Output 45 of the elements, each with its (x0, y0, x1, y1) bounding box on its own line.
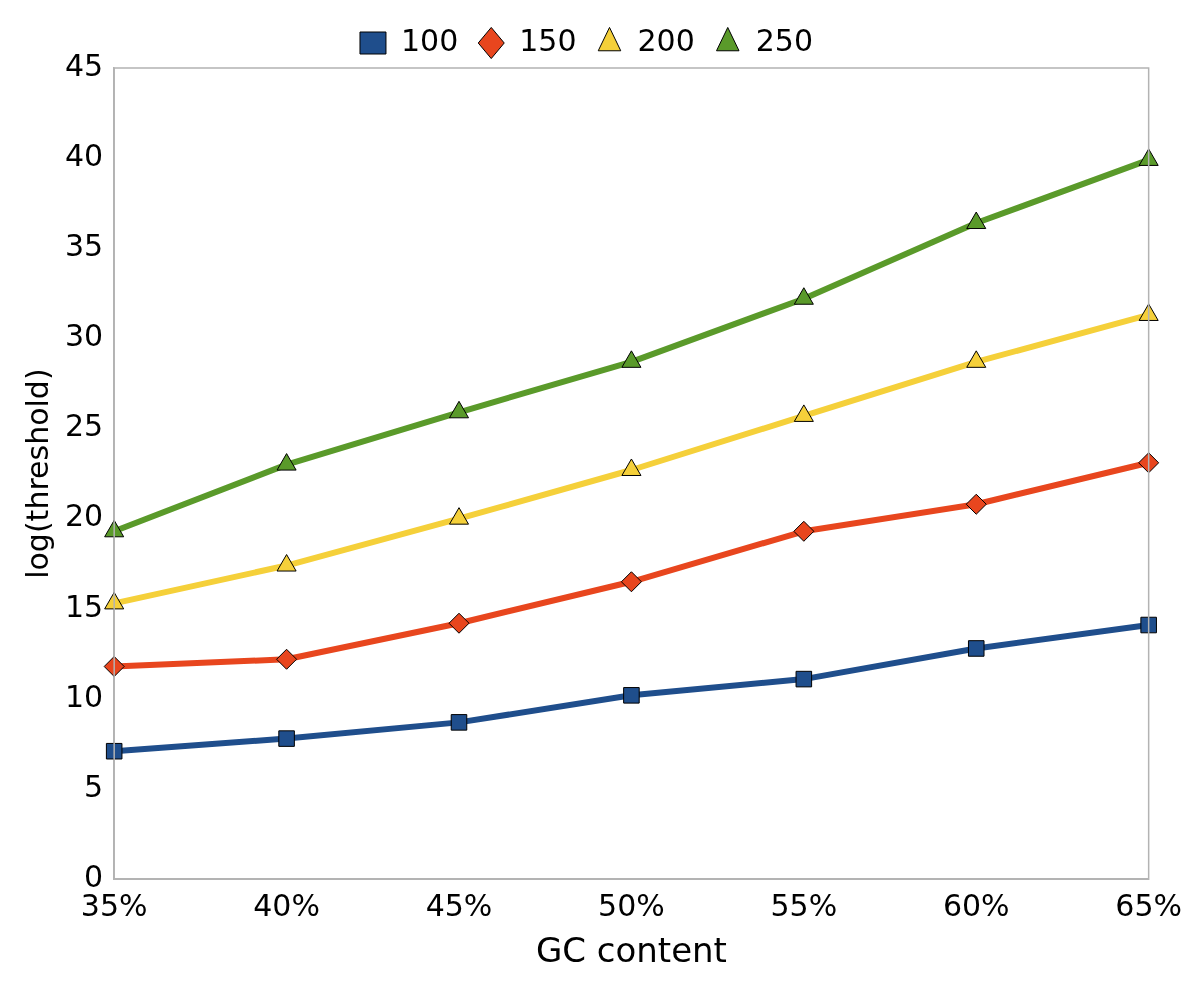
point (276, 554, 297, 572)
point (966, 211, 987, 230)
point (276, 453, 297, 471)
x-tick-label: 50% (598, 888, 665, 923)
point (793, 520, 815, 542)
point (448, 612, 470, 634)
point (966, 350, 987, 368)
point (278, 730, 295, 747)
point (795, 670, 813, 688)
point (450, 714, 468, 731)
y-tick-label: 25 (64, 408, 104, 444)
y-tick-label: 30 (64, 318, 104, 354)
point (621, 458, 642, 476)
x-tick-label: 45% (425, 888, 493, 923)
point (1138, 148, 1159, 166)
y-tick-label: 35 (64, 228, 104, 264)
x-tick-label: 55% (770, 888, 838, 923)
y-tick-label: 10 (64, 678, 104, 714)
x-tick-label: 60% (942, 888, 1010, 923)
point (620, 571, 642, 593)
point (793, 287, 814, 305)
point (1138, 303, 1159, 321)
y-tick-label: 40 (64, 137, 104, 173)
point (623, 687, 640, 704)
y-tick-label: 5 (84, 768, 104, 804)
x-tick-label: 40% (253, 888, 320, 923)
point (448, 400, 470, 419)
legend-label: 250 (755, 22, 814, 58)
y-tick-label: 45 (64, 47, 104, 83)
x-axis-title: GC content (535, 930, 727, 971)
point (105, 742, 123, 760)
point (1140, 616, 1157, 634)
x-tick-label: 65% (1115, 888, 1182, 923)
point (793, 404, 814, 422)
y-tick-label: 15 (64, 588, 104, 624)
point (967, 640, 985, 657)
legend-label: 100 (400, 22, 459, 58)
y-axis-title: log(threshold) (19, 368, 55, 579)
point (276, 648, 298, 670)
legend-label: 200 (637, 22, 695, 58)
point (621, 350, 642, 368)
y-tick-label: 20 (64, 498, 104, 534)
point (965, 493, 987, 515)
legend-label: 150 (519, 22, 577, 58)
point (448, 507, 470, 525)
